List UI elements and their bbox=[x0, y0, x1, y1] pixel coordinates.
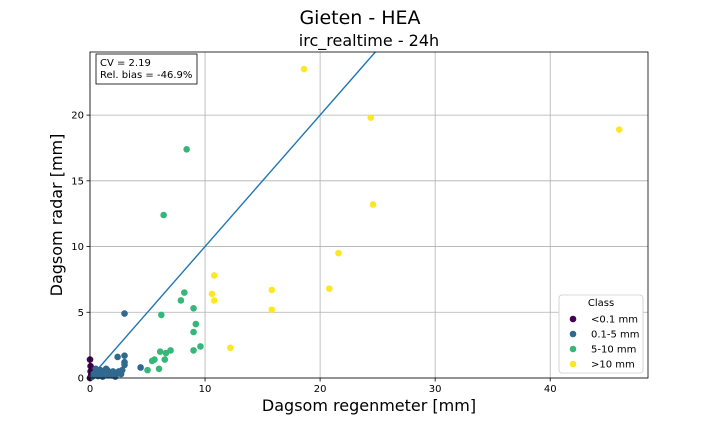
data-point bbox=[144, 366, 151, 374]
data-point bbox=[268, 286, 276, 294]
chart-subtitle: irc_realtime - 24h bbox=[299, 31, 439, 51]
legend-marker bbox=[569, 360, 577, 368]
x-axis-label: Dagsom regenmeter [mm] bbox=[262, 396, 476, 415]
x-tick-label: 30 bbox=[429, 384, 442, 395]
x-tick-label: 20 bbox=[314, 384, 327, 395]
reference-line-group bbox=[89, 51, 376, 379]
stats-rel-bias: Rel. bias = -46.9% bbox=[100, 70, 192, 81]
axis-ticks: 0 10 20 30 40 0 5 10 15 20 bbox=[71, 111, 556, 395]
data-point bbox=[158, 311, 165, 319]
y-tick-label: 20 bbox=[71, 111, 84, 122]
legend: Class <0.1 mm 0.1-5 mm 5-10 mm >10 mm bbox=[558, 294, 644, 374]
y-tick-label: 0 bbox=[78, 374, 84, 385]
series-group bbox=[144, 145, 204, 374]
data-point bbox=[97, 366, 104, 374]
data-point bbox=[326, 285, 333, 292]
data-point bbox=[369, 201, 377, 208]
data-point bbox=[160, 211, 167, 219]
data-point bbox=[156, 348, 164, 356]
data-point bbox=[210, 272, 218, 279]
data-point bbox=[161, 356, 169, 363]
legend-marker bbox=[569, 345, 577, 353]
data-point bbox=[197, 343, 204, 350]
data-point bbox=[615, 126, 623, 133]
x-tick-label: 10 bbox=[199, 384, 212, 395]
y-axis-label: Dagsom radar [mm] bbox=[47, 134, 66, 297]
plot-area-frame bbox=[89, 51, 649, 379]
y-tick-label: 10 bbox=[71, 242, 84, 253]
legend-title: Class bbox=[588, 298, 614, 309]
legend-marker bbox=[569, 330, 577, 338]
data-point bbox=[335, 249, 342, 257]
one-to-one-line bbox=[89, 51, 376, 379]
data-point bbox=[268, 306, 276, 313]
data-point bbox=[148, 357, 156, 365]
chart-title: Gieten - HEA bbox=[299, 7, 420, 29]
data-point bbox=[183, 145, 190, 153]
data-point bbox=[367, 114, 375, 122]
data-point bbox=[117, 370, 125, 378]
stats-cv: CV = 2.19 bbox=[100, 58, 151, 69]
data-point bbox=[190, 328, 197, 336]
data-point bbox=[121, 310, 128, 317]
legend-label: 0.1-5 mm bbox=[591, 330, 640, 341]
y-tick-label: 15 bbox=[71, 176, 84, 187]
legend-label: 5-10 mm bbox=[591, 345, 636, 356]
stats-box: CV = 2.19 Rel. bias = -46.9% bbox=[95, 53, 198, 85]
data-point bbox=[210, 297, 218, 304]
data-point bbox=[181, 289, 188, 296]
series-group bbox=[208, 65, 623, 352]
data-point bbox=[190, 305, 197, 312]
data-point bbox=[155, 365, 163, 373]
series-group bbox=[89, 310, 144, 380]
data-point bbox=[192, 320, 200, 328]
data-point bbox=[177, 297, 185, 304]
data-point bbox=[300, 65, 308, 73]
data-point bbox=[190, 347, 197, 354]
data-point bbox=[137, 364, 144, 371]
data-point bbox=[162, 349, 170, 357]
legend-marker bbox=[569, 315, 577, 323]
scatter-points bbox=[86, 65, 623, 382]
data-point bbox=[87, 362, 94, 370]
legend-items: <0.1 mm 0.1-5 mm 5-10 mm >10 mm bbox=[569, 315, 640, 371]
data-point bbox=[208, 290, 216, 298]
legend-label: >10 mm bbox=[591, 360, 635, 371]
data-point bbox=[108, 372, 116, 379]
data-point bbox=[114, 353, 121, 361]
x-tick-label: 0 bbox=[87, 384, 93, 395]
data-point bbox=[227, 344, 234, 352]
data-point bbox=[121, 361, 128, 369]
y-tick-label: 5 bbox=[78, 308, 84, 319]
data-point bbox=[121, 352, 128, 359]
x-tick-label: 40 bbox=[544, 384, 557, 395]
legend-label: <0.1 mm bbox=[591, 315, 638, 326]
